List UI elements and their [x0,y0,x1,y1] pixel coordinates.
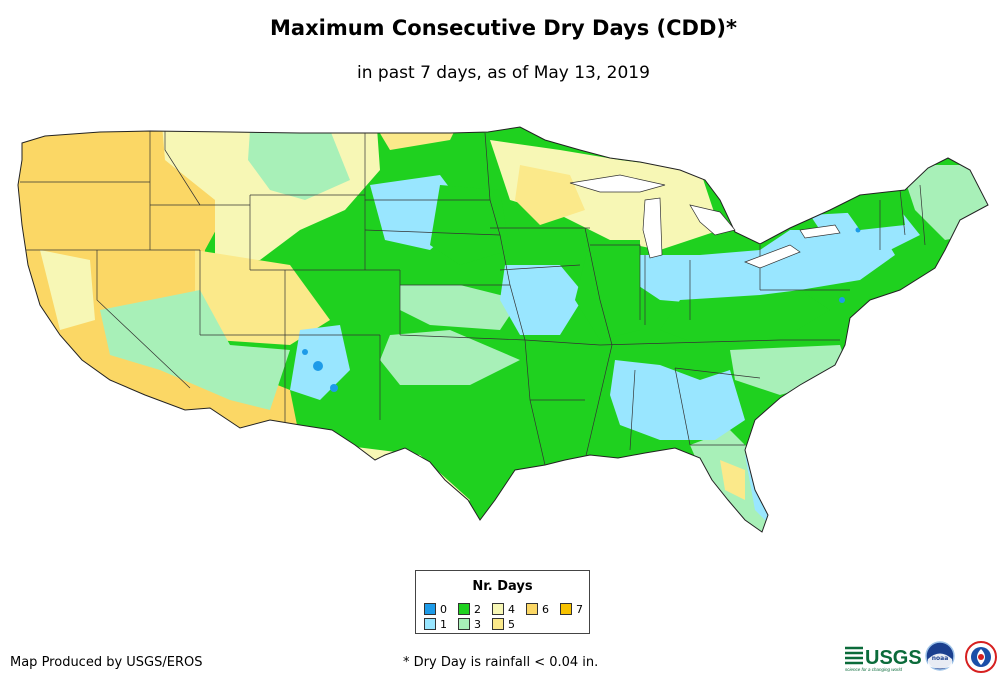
nws-logo [965,641,997,673]
legend-title: Nr. Days [472,579,533,594]
legend-item-0: 0 [424,603,447,616]
legend: Nr. Days 0 2 4 6 7 1 3 5 [415,570,590,634]
legend-item-3: 3 [458,618,481,631]
dry-day-note: * Dry Day is rainfall < 0.04 in. [403,655,599,670]
legend-swatch-1 [424,618,436,630]
legend-swatch-4 [492,603,504,615]
legend-item-4: 4 [492,603,515,616]
map-title: Maximum Consecutive Dry Days (CDD)* [270,16,737,40]
legend-item-2: 2 [458,603,481,616]
legend-item-1: 1 [424,618,447,631]
legend-item-7: 7 [560,603,583,616]
state-boundaries [20,131,926,466]
map-subtitle: in past 7 days, as of May 13, 2019 [357,63,650,83]
cdd-color-fields [18,127,988,532]
agency-logos: USGS science for a changing world noaa [845,641,997,673]
credit-text: Map Produced by USGS/EROS [10,655,203,670]
legend-item-6: 6 [526,603,549,616]
usgs-wordmark: USGS [865,647,922,669]
noaa-logo: noaa [925,641,955,671]
legend-swatch-7 [560,603,572,615]
legend-swatch-0 [424,603,436,615]
legend-swatch-2 [458,603,470,615]
usgs-logo: USGS science for a changing world [845,646,922,672]
noaa-wordmark: noaa [932,655,949,662]
legend-swatch-6 [526,603,538,615]
great-lakes [569,174,841,269]
legend-item-5: 5 [492,618,515,631]
usgs-tagline: science for a changing world [845,667,903,672]
legend-swatch-5 [492,618,504,630]
legend-swatch-3 [458,618,470,630]
